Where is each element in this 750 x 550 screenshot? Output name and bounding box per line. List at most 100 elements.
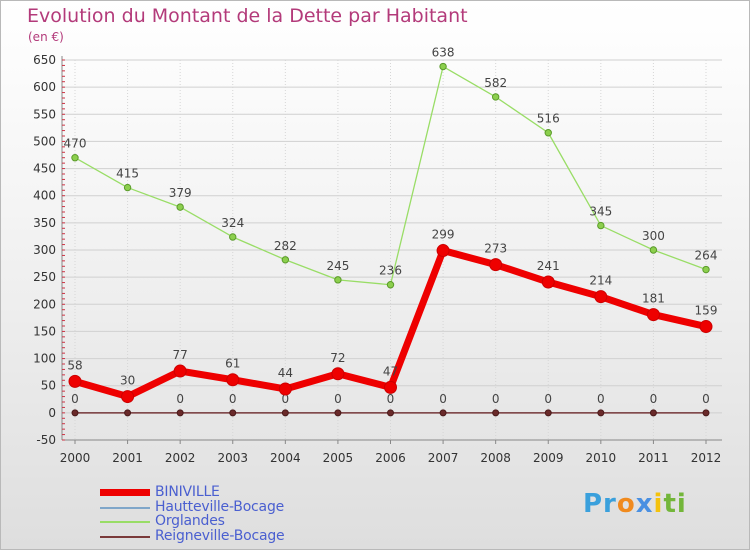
data-point xyxy=(387,409,394,417)
x-tick-label: 2002 xyxy=(165,451,196,465)
data-point xyxy=(278,382,292,396)
data-point xyxy=(173,364,187,378)
data-point xyxy=(281,256,290,264)
legend-label: Hautteville-Bocage xyxy=(155,498,285,515)
data-point xyxy=(71,154,79,162)
data-label: 47 xyxy=(383,364,398,378)
data-point xyxy=(699,320,713,334)
data-point xyxy=(386,281,395,289)
y-tick-label: 500 xyxy=(33,134,56,148)
y-tick-label: 200 xyxy=(33,297,56,311)
x-tick-label: 2010 xyxy=(586,451,617,465)
y-tick-label: 350 xyxy=(33,216,56,230)
data-label: 0 xyxy=(334,392,342,406)
data-point xyxy=(649,409,657,417)
y-tick-label: 150 xyxy=(33,324,56,338)
legend-label: Reigneville-Bocage xyxy=(155,527,285,544)
data-point xyxy=(702,409,710,417)
data-label: 0 xyxy=(282,392,290,406)
data-label: 516 xyxy=(537,112,560,126)
y-tick-label: 100 xyxy=(33,352,56,366)
data-label: 299 xyxy=(432,228,455,242)
data-label: 264 xyxy=(695,249,718,263)
data-point xyxy=(121,390,135,404)
data-label: 58 xyxy=(67,358,82,372)
data-label: 214 xyxy=(589,274,612,288)
legend-swatch xyxy=(100,489,150,496)
legend-swatch xyxy=(100,535,150,538)
data-point xyxy=(649,246,658,254)
data-label: 0 xyxy=(492,392,500,406)
x-tick-label: 2005 xyxy=(323,451,354,465)
data-label: 0 xyxy=(439,392,447,406)
y-tick-label: 0 xyxy=(48,406,56,420)
data-point xyxy=(439,409,447,417)
series-reigneville-bocage: 0000000000000 xyxy=(71,392,710,417)
data-point xyxy=(489,258,503,272)
data-label: 77 xyxy=(173,348,188,362)
data-point xyxy=(594,290,608,304)
data-point xyxy=(229,233,237,241)
data-label: 0 xyxy=(650,392,658,406)
series-biniville: 58 30 77 61 44 72 47 299 273 241 214 181 159 xyxy=(67,228,718,404)
data-label: 0 xyxy=(229,392,237,406)
data-point xyxy=(597,221,605,230)
data-label: 324 xyxy=(221,216,244,230)
y-tick-label: 400 xyxy=(33,189,56,203)
data-point xyxy=(226,373,240,387)
data-point xyxy=(124,409,132,417)
legend-swatch xyxy=(100,506,150,509)
data-point xyxy=(334,276,342,284)
x-tick-label: 2009 xyxy=(533,451,564,465)
x-tick-label: 2011 xyxy=(638,451,669,465)
data-point xyxy=(281,409,289,417)
data-label: 0 xyxy=(387,392,395,406)
data-point xyxy=(384,380,397,394)
data-label: 0 xyxy=(544,392,552,406)
data-label: 159 xyxy=(695,304,718,318)
data-point xyxy=(436,244,450,258)
data-label: 0 xyxy=(71,392,79,406)
data-point xyxy=(68,374,82,388)
data-label: 61 xyxy=(225,357,240,371)
data-label: 273 xyxy=(484,242,507,256)
data-label: 44 xyxy=(278,366,293,380)
y-tick-label: 50 xyxy=(41,379,56,393)
y-tick-label: 450 xyxy=(33,162,56,176)
data-point xyxy=(176,409,184,417)
data-point xyxy=(439,62,447,71)
data-label: 582 xyxy=(484,76,507,90)
legend-label: Orglandes xyxy=(155,513,225,529)
y-tick-label: 250 xyxy=(33,270,56,284)
data-label: 241 xyxy=(537,259,560,273)
data-point xyxy=(541,275,555,289)
data-label: 282 xyxy=(274,239,297,253)
data-label: 638 xyxy=(432,46,455,60)
x-tick-label: 2007 xyxy=(428,451,459,465)
data-point xyxy=(544,409,552,417)
legend-label: BINIVILLE xyxy=(155,484,220,500)
chart-subtitle: (en €) xyxy=(28,30,64,44)
data-point xyxy=(492,409,500,417)
data-label: 0 xyxy=(702,392,710,406)
x-tick-label: 2000 xyxy=(60,451,91,465)
data-point xyxy=(176,203,184,211)
data-point xyxy=(229,409,237,417)
data-label: 0 xyxy=(597,392,605,406)
y-tick-label: 550 xyxy=(33,107,56,121)
data-point xyxy=(646,308,660,322)
x-tick-label: 2004 xyxy=(270,451,301,465)
x-tick-label: 2008 xyxy=(480,451,511,465)
data-label: 0 xyxy=(176,392,184,406)
x-tick-label: 2012 xyxy=(691,451,722,465)
data-label: 245 xyxy=(326,259,349,273)
data-point xyxy=(597,409,605,417)
legend-swatch xyxy=(100,521,150,523)
data-label: 415 xyxy=(116,167,139,181)
proxiti-logo: Proxiti xyxy=(583,489,687,519)
y-tick-label: -50 xyxy=(36,433,56,447)
x-tick-label: 2006 xyxy=(375,451,406,465)
x-tick-label: 2001 xyxy=(112,451,143,465)
